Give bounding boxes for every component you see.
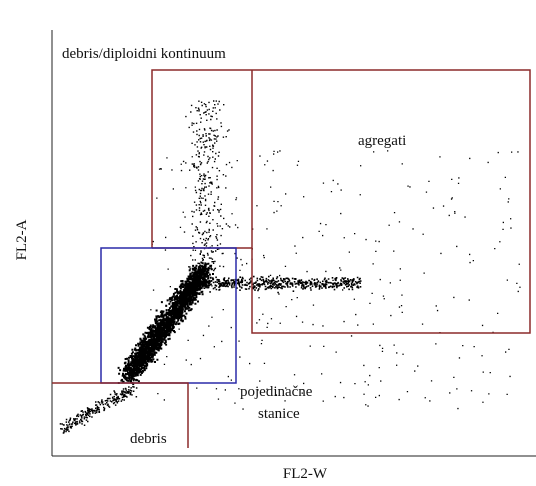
region-label: stanice — [258, 406, 300, 422]
x-axis-label: FL2-W — [283, 466, 328, 482]
region-label: pojedinačne — [240, 384, 313, 400]
scatter-dots — [59, 100, 521, 434]
region-label: debris — [130, 431, 167, 447]
region-label: debris/diploidni kontinuum — [62, 46, 226, 62]
gate-debris-diploid-agregati — [151, 69, 531, 334]
region-label: agregati — [358, 133, 406, 149]
y-axis-label: FL2-A — [14, 219, 30, 260]
gate-debris — [52, 382, 189, 448]
